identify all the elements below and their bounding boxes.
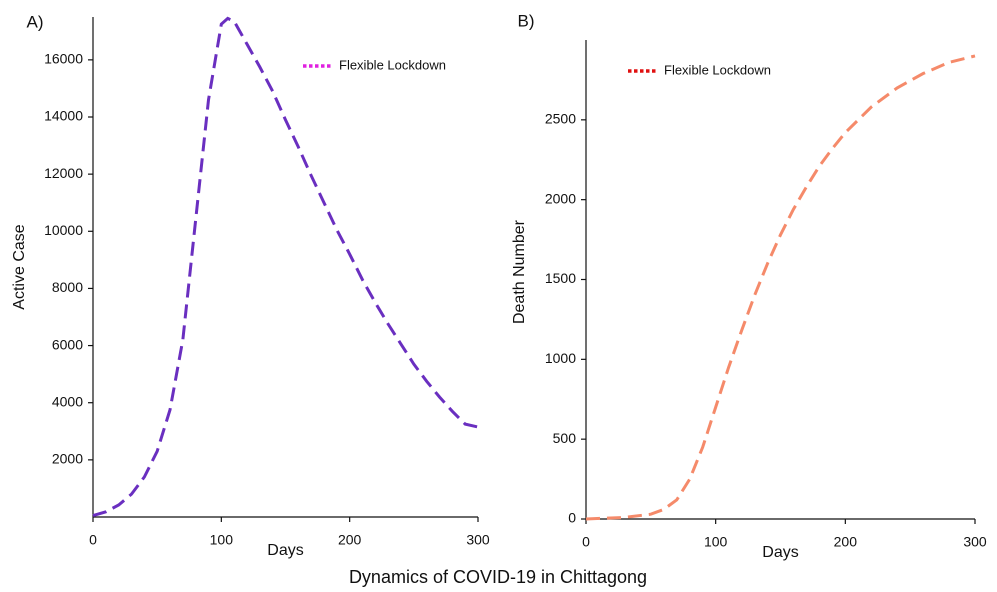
y-tick-label: 14000 — [44, 108, 83, 124]
data-line — [92, 16, 479, 518]
y-tick-label: 10000 — [44, 222, 83, 238]
y-tick-label: 2500 — [545, 111, 576, 127]
x-tick-label: 300 — [963, 534, 987, 550]
x-tick-label: 200 — [834, 534, 858, 550]
legend-label: Flexible Lockdown — [339, 57, 446, 72]
y-tick-label: 6000 — [52, 336, 83, 352]
y-tick-label: 2000 — [545, 190, 576, 206]
y-tick-label: 4000 — [52, 393, 83, 409]
y-tick-label: 1500 — [545, 270, 576, 286]
y-tick-label: 8000 — [52, 279, 83, 295]
x-tick-label: 300 — [466, 532, 490, 548]
x-axis-label: Days — [267, 542, 303, 559]
x-tick-label: 0 — [582, 534, 590, 550]
x-axis-label: Days — [762, 544, 798, 561]
x-tick-label: 100 — [210, 532, 234, 548]
y-tick-label: 12000 — [44, 165, 83, 181]
y-axis-label: Active Case — [11, 224, 28, 309]
caption: Dynamics of COVID-19 in Chittagong — [349, 567, 647, 587]
y-tick-label: 1000 — [545, 350, 576, 366]
x-tick-label: 100 — [704, 534, 728, 550]
data-line — [585, 54, 976, 521]
y-tick-label: 2000 — [52, 451, 83, 467]
y-tick-label: 0 — [568, 510, 576, 526]
x-tick-label: 0 — [89, 532, 97, 548]
y-axis-label: Death Number — [511, 219, 528, 324]
panel-label: B) — [518, 11, 535, 30]
panel-label: A) — [27, 12, 44, 31]
x-tick-label: 200 — [338, 532, 362, 548]
y-tick-label: 16000 — [44, 51, 83, 67]
legend-label: Flexible Lockdown — [664, 62, 771, 77]
y-tick-label: 500 — [553, 430, 577, 446]
